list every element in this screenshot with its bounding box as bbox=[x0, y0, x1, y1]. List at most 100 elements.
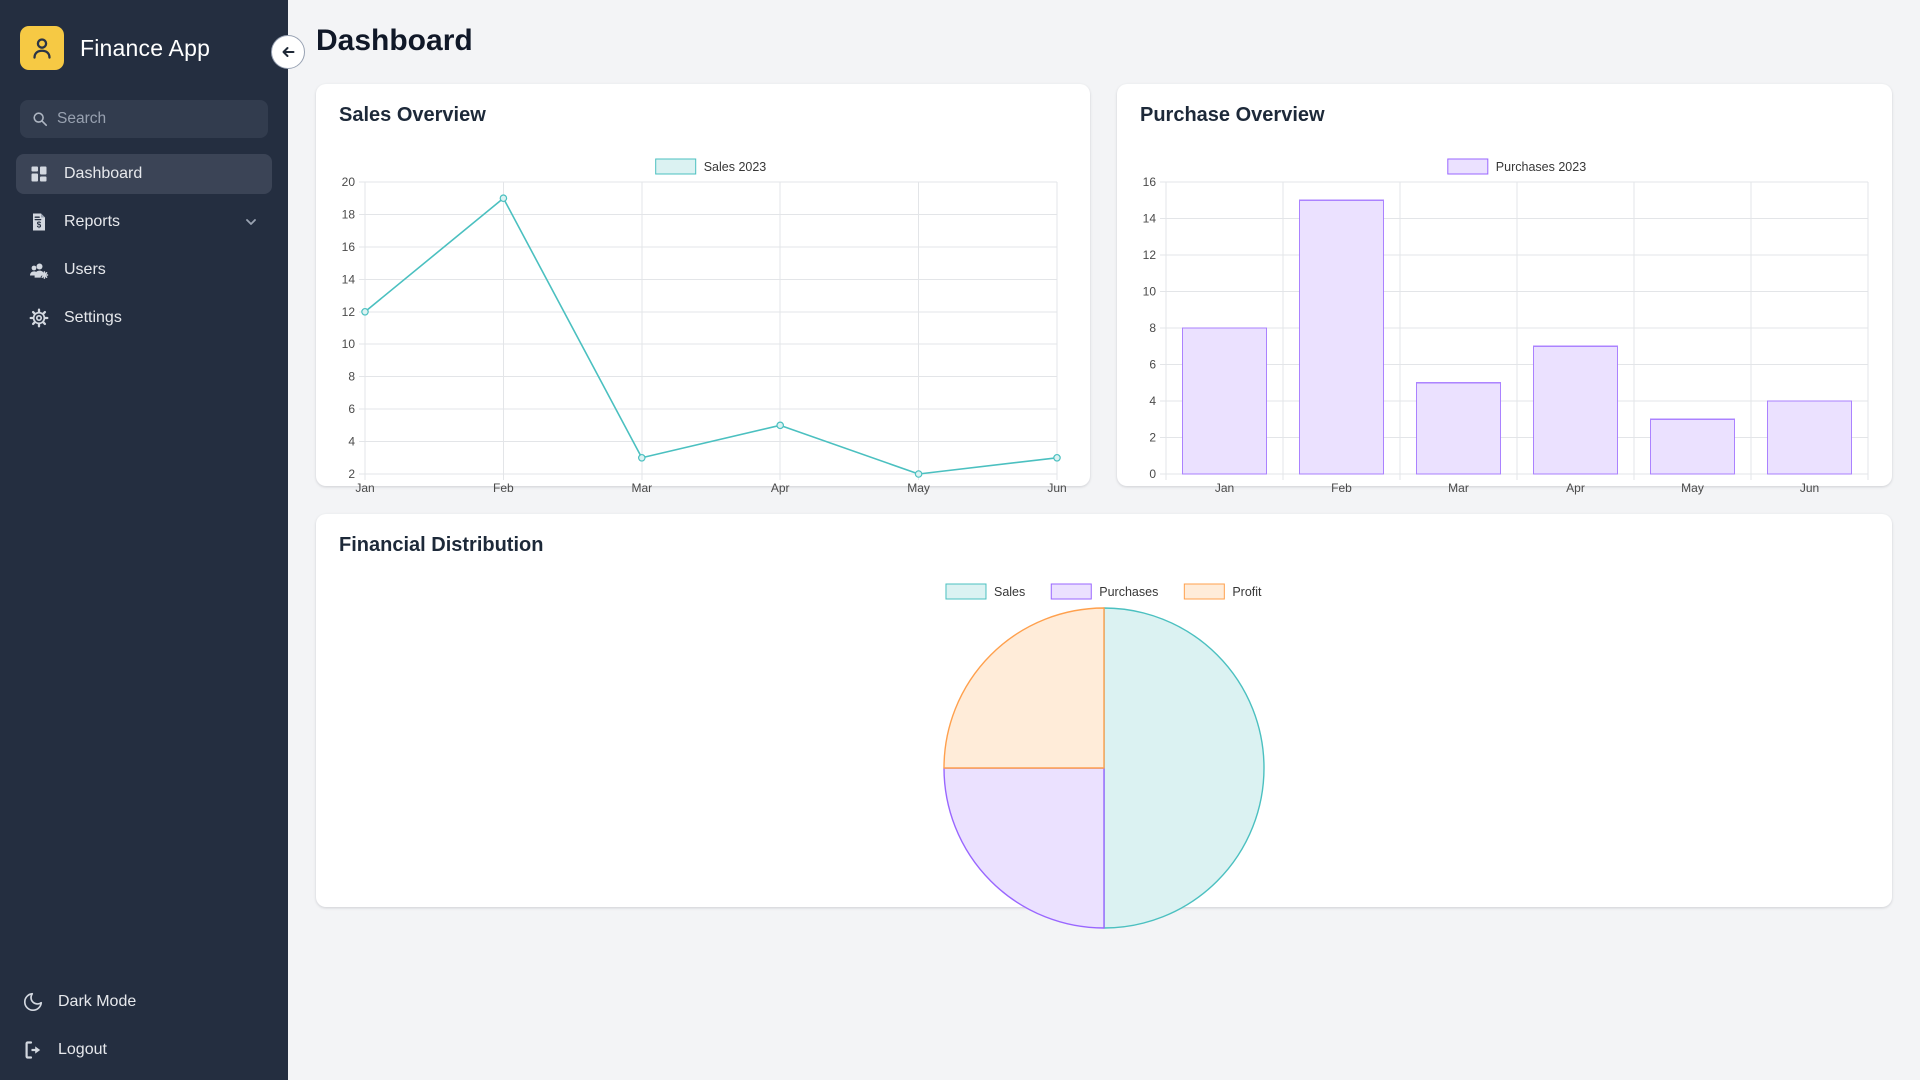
pie-slice-purchases[interactable] bbox=[943, 767, 1105, 929]
users-gear-icon bbox=[28, 259, 50, 281]
bar-series[interactable] bbox=[1181, 199, 1853, 475]
sidebar-item-users[interactable]: Users bbox=[16, 250, 272, 290]
svg-text:2: 2 bbox=[1149, 431, 1156, 445]
sidebar-item-reports[interactable]: $ Reports bbox=[16, 202, 272, 242]
data-point bbox=[499, 194, 508, 203]
svg-text:16: 16 bbox=[342, 240, 356, 254]
svg-text:Jan: Jan bbox=[355, 481, 374, 495]
legend-item[interactable]: Sales 2023 bbox=[655, 158, 767, 175]
arrow-left-icon bbox=[282, 47, 295, 57]
financial-pie-chart[interactable]: Sales Purchases Profit bbox=[316, 514, 1892, 946]
svg-text:20: 20 bbox=[342, 175, 356, 189]
svg-text:10: 10 bbox=[1143, 285, 1157, 299]
svg-text:May: May bbox=[907, 481, 930, 495]
bar bbox=[1532, 345, 1619, 475]
sidebar-nav: Dashboard $ Reports bbox=[16, 154, 272, 338]
data-point bbox=[637, 453, 646, 462]
sidebar-footer: Dark Mode Logout bbox=[16, 982, 272, 1070]
svg-text:Mar: Mar bbox=[1448, 481, 1469, 495]
svg-text:Apr: Apr bbox=[1566, 481, 1585, 495]
svg-text:Purchases 2023: Purchases 2023 bbox=[1496, 160, 1586, 174]
svg-text:2: 2 bbox=[348, 467, 355, 481]
svg-text:6: 6 bbox=[348, 402, 355, 416]
bar bbox=[1649, 418, 1736, 475]
logout-button[interactable]: Logout bbox=[16, 1030, 272, 1070]
dark-mode-toggle[interactable]: Dark Mode bbox=[16, 982, 272, 1022]
sidebar: Finance App Dashboard bbox=[0, 0, 288, 1080]
legend-item[interactable]: Profit bbox=[1183, 583, 1262, 600]
sidebar-item-dashboard[interactable]: Dashboard bbox=[16, 154, 272, 194]
svg-text:Purchases: Purchases bbox=[1099, 585, 1158, 599]
grid bbox=[1160, 181, 1869, 480]
data-point bbox=[361, 307, 369, 316]
chart-legend: Sales 2023 bbox=[655, 158, 767, 175]
grid-icon bbox=[28, 163, 50, 185]
svg-text:18: 18 bbox=[342, 207, 356, 221]
person-icon bbox=[33, 38, 51, 59]
chart-legend: Purchases 2023 bbox=[1447, 158, 1586, 175]
search-box[interactable] bbox=[20, 100, 268, 138]
footer-item-label: Logout bbox=[58, 1041, 107, 1058]
svg-text:Jun: Jun bbox=[1047, 481, 1066, 495]
sidebar-item-label: Settings bbox=[64, 309, 122, 326]
svg-text:8: 8 bbox=[1149, 321, 1156, 335]
legend-item[interactable]: Purchases bbox=[1050, 583, 1158, 600]
pie-slice-sales[interactable] bbox=[1103, 607, 1265, 929]
financial-distribution-card: Financial Distribution Sales Purchases Pro… bbox=[316, 514, 1892, 929]
back-button[interactable] bbox=[271, 35, 305, 69]
svg-text:Mar: Mar bbox=[631, 481, 652, 495]
gear-icon bbox=[28, 307, 50, 329]
purchase-overview-card: Purchase Overview 0 2 4 6 8 10 12 14 16 Jan Feb Mar… bbox=[1117, 84, 1892, 495]
svg-text:12: 12 bbox=[1143, 248, 1157, 262]
sidebar-item-label: Dashboard bbox=[64, 165, 143, 182]
chart-legend: Sales Purchases Profit bbox=[945, 583, 1262, 600]
svg-text:14: 14 bbox=[1143, 212, 1157, 226]
grid bbox=[359, 181, 1058, 480]
main-content: Dashboard Sales Overview 2 4 6 8 10 12 14 16 18 2… bbox=[271, 0, 1920, 1080]
svg-text:Apr: Apr bbox=[771, 481, 790, 495]
sales-overview-card: Sales Overview 2 4 6 8 10 12 14 16 18 20 Jan Feb Mar… bbox=[316, 84, 1090, 495]
app-title: Finance App bbox=[80, 34, 211, 61]
legend-item[interactable]: Purchases 2023 bbox=[1447, 158, 1586, 175]
svg-text:8: 8 bbox=[348, 370, 355, 384]
svg-text:Sales: Sales bbox=[994, 585, 1025, 599]
search-input[interactable] bbox=[56, 110, 256, 128]
moon-icon bbox=[22, 991, 44, 1013]
svg-text:Jan: Jan bbox=[1215, 481, 1234, 495]
svg-text:$: $ bbox=[37, 221, 42, 230]
bar bbox=[1181, 327, 1268, 475]
data-point bbox=[914, 470, 923, 478]
data-point bbox=[776, 421, 785, 430]
legend-item[interactable]: Sales bbox=[945, 583, 1025, 600]
line-series[interactable] bbox=[361, 194, 1061, 478]
svg-text:Feb: Feb bbox=[1331, 481, 1352, 495]
brand: Finance App bbox=[0, 0, 288, 78]
svg-text:4: 4 bbox=[1149, 394, 1156, 408]
svg-text:Feb: Feb bbox=[493, 481, 514, 495]
purchase-bar-chart[interactable]: 0 2 4 6 8 10 12 14 16 Jan Feb Mar Apr May Jun Purchases… bbox=[1117, 84, 1892, 508]
sidebar-item-label: Reports bbox=[64, 213, 121, 230]
svg-text:14: 14 bbox=[342, 272, 356, 286]
sidebar-item-label: Users bbox=[64, 261, 106, 278]
bar bbox=[1415, 382, 1502, 475]
svg-text:Profit: Profit bbox=[1232, 585, 1262, 599]
sidebar-item-settings[interactable]: Settings bbox=[16, 298, 272, 338]
svg-text:Jun: Jun bbox=[1800, 481, 1819, 495]
bar bbox=[1298, 199, 1385, 475]
charts-row: Sales Overview 2 4 6 8 10 12 14 16 18 20 Jan Feb Mar… bbox=[316, 84, 1892, 495]
logout-icon bbox=[22, 1039, 44, 1061]
card-title-sales: Sales Overview bbox=[339, 104, 486, 126]
svg-text:May: May bbox=[1681, 481, 1704, 495]
pie-slice-profit[interactable] bbox=[943, 607, 1105, 769]
svg-text:12: 12 bbox=[342, 305, 356, 319]
bar bbox=[1766, 400, 1853, 475]
svg-text:16: 16 bbox=[1143, 175, 1157, 189]
data-point bbox=[1053, 453, 1061, 462]
invoice-icon: $ bbox=[28, 211, 50, 233]
footer-item-label: Dark Mode bbox=[58, 993, 137, 1010]
svg-text:10: 10 bbox=[342, 337, 356, 351]
page-title: Dashboard bbox=[316, 24, 473, 57]
svg-text:6: 6 bbox=[1149, 358, 1156, 372]
chevron-down-icon bbox=[242, 213, 260, 231]
